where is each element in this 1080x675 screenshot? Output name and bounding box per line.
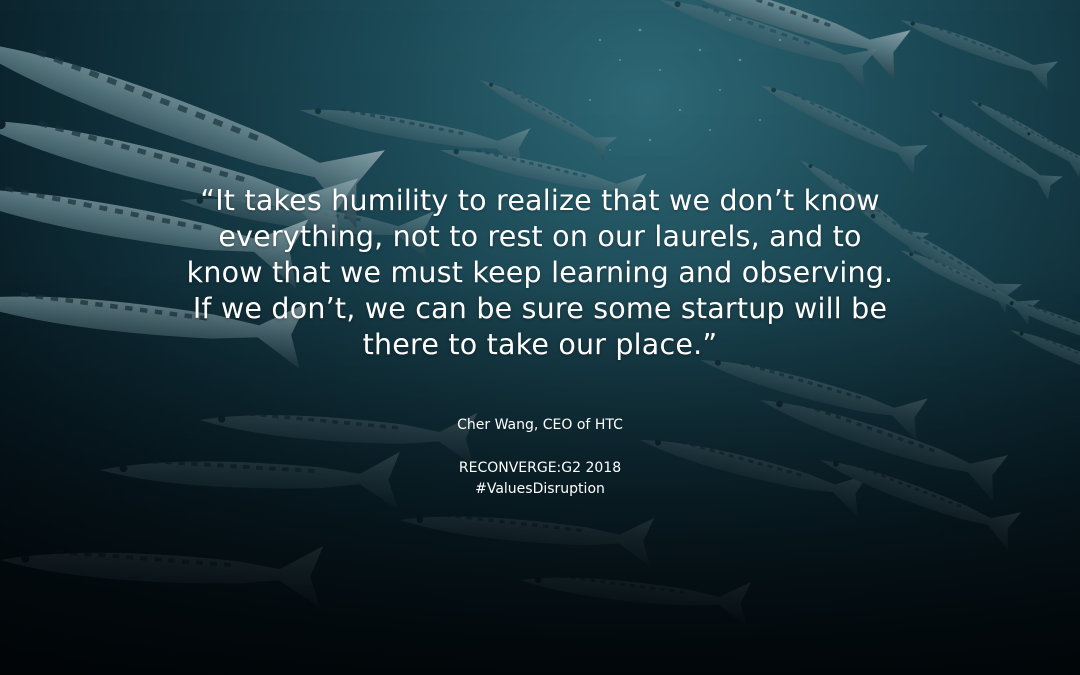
- quote-text: “It takes humility to realize that we do…: [186, 184, 894, 361]
- event-info: RECONVERGE:G2 2018 #ValuesDisruption: [240, 458, 840, 500]
- attribution: Cher Wang, CEO of HTC: [457, 417, 623, 433]
- event-hashtag: #ValuesDisruption: [475, 481, 605, 497]
- event-name: RECONVERGE:G2 2018: [458, 460, 622, 476]
